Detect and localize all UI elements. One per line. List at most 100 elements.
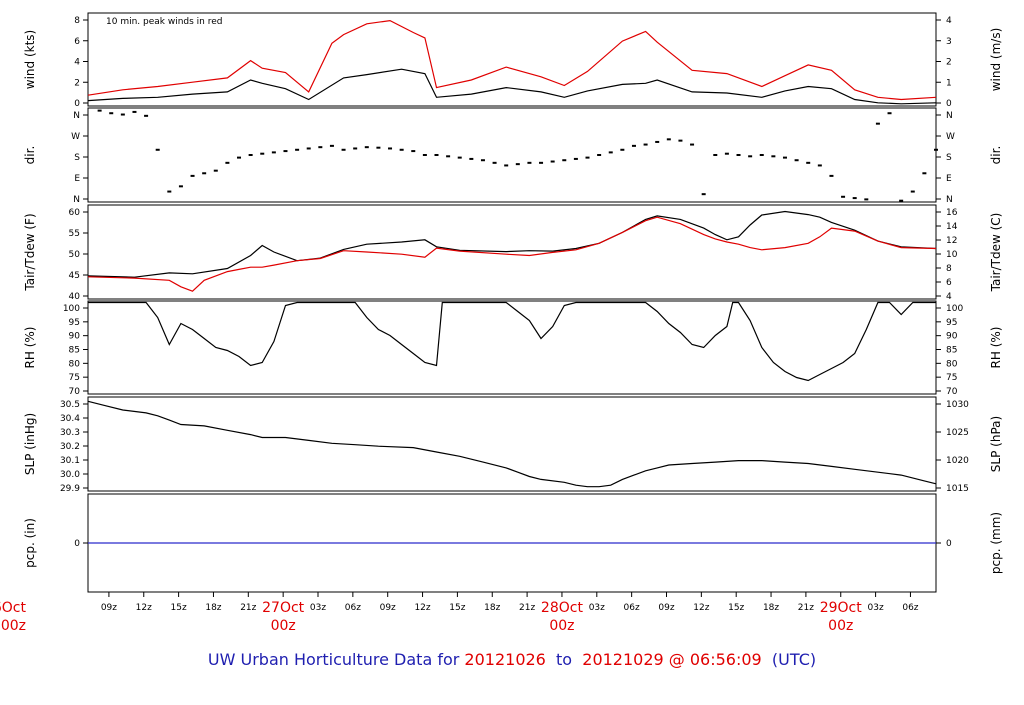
- direction-point: [399, 148, 404, 151]
- direction-point: [376, 146, 381, 149]
- day-tick-date: 26Oct: [0, 600, 27, 616]
- chart-footer-title: UW Urban Horticulture Data for 20121026 …: [208, 650, 816, 669]
- panel-frame: [87, 107, 937, 203]
- panel-2: 40 45 50 55 60 4 6 8 10 12 14 16 Tair/Tdew (F) Tair/T…: [23, 204, 1003, 302]
- left-tick-label: W: [71, 132, 80, 142]
- left-tick-label: 30.2: [60, 442, 80, 452]
- hour-tick-label: 21z: [240, 603, 256, 613]
- hour-tick-label: 18z: [763, 603, 779, 613]
- direction-point: [202, 172, 207, 175]
- hour-tick-label: 06z: [902, 603, 918, 613]
- left-tick-label: 30.4: [60, 414, 80, 424]
- hour-tick-label: 03z: [868, 603, 884, 613]
- hour-tick-label: 21z: [519, 603, 535, 613]
- series-line-0: [87, 400, 937, 488]
- direction-point: [213, 169, 218, 172]
- direction-point: [260, 152, 265, 155]
- right-tick-label: E: [946, 174, 952, 184]
- hour-tick-label: 12z: [414, 603, 430, 613]
- direction-point: [922, 172, 927, 175]
- hour-tick-label: 09z: [380, 603, 396, 613]
- day-tick-time: 00z: [828, 618, 853, 634]
- direction-point: [562, 159, 567, 162]
- direction-point: [364, 146, 369, 149]
- day-tick-date: 28Oct: [541, 600, 584, 616]
- direction-point: [690, 143, 695, 146]
- direction-point: [550, 160, 555, 163]
- day-tick-date: 27Oct: [262, 600, 305, 616]
- direction-point: [248, 154, 253, 156]
- direction-point: [318, 146, 323, 149]
- direction-point: [422, 154, 427, 156]
- footer-suffix: (UTC): [762, 650, 816, 669]
- direction-point: [841, 195, 846, 198]
- right-tick-label: 12: [946, 236, 957, 246]
- right-tick-label: 85: [946, 346, 957, 356]
- panel-frame: [87, 300, 937, 395]
- hour-tick-label: 06z: [345, 603, 361, 613]
- direction-point: [434, 154, 439, 156]
- direction-point: [748, 155, 753, 158]
- panel-5: 0 0 pcp. (in) pcp. (mm): [23, 493, 1003, 593]
- footer-start-date: 20121026: [464, 650, 545, 669]
- direction-point: [295, 148, 300, 151]
- peak-wind-annotation: 10 min. peak winds in red: [106, 17, 223, 27]
- y-axis-label-right: Tair/Tdew (C): [989, 213, 1003, 293]
- direction-point: [144, 114, 149, 117]
- direction-point: [608, 151, 613, 154]
- left-tick-label: 8: [74, 16, 80, 26]
- right-tick-label: N: [946, 195, 953, 205]
- panel-frame: [87, 204, 937, 300]
- direction-point: [771, 155, 776, 158]
- y-axis-label-left: RH (%): [23, 327, 37, 369]
- left-tick-label: E: [74, 174, 80, 184]
- hour-tick-label: 21z: [798, 603, 814, 613]
- time-axis: 09z 12z 15z 18z 21z 03z 06z 09z 12z 15z 18z 21z 03z 0…: [0, 592, 919, 634]
- right-tick-label: 1: [946, 78, 952, 88]
- hour-tick-label: 15z: [171, 603, 187, 613]
- right-tick-label: S: [946, 153, 952, 163]
- series-line-0: [87, 68, 937, 105]
- right-tick-label: 1025: [946, 428, 969, 438]
- direction-point: [155, 148, 160, 151]
- y-axis-label-right: dir.: [989, 146, 1003, 165]
- right-tick-label: N: [946, 111, 953, 121]
- direction-point: [178, 185, 183, 188]
- direction-point: [806, 161, 811, 164]
- direction-point: [329, 144, 334, 147]
- hour-tick-label: 12z: [693, 603, 709, 613]
- left-tick-label: 45: [69, 271, 80, 281]
- day-tick-time: 00z: [1, 618, 26, 634]
- direction-point: [887, 112, 892, 115]
- right-tick-label: 80: [946, 359, 958, 369]
- y-axis-label-left: Tair/Tdew (F): [23, 213, 37, 291]
- direction-point: [388, 147, 393, 150]
- direction-point: [678, 139, 683, 142]
- direction-point: [817, 164, 822, 167]
- direction-point: [306, 147, 311, 150]
- direction-point: [724, 152, 729, 155]
- direction-point: [631, 144, 636, 147]
- direction-point: [620, 148, 625, 151]
- direction-point: [899, 199, 904, 202]
- direction-point: [573, 157, 578, 160]
- direction-point: [759, 154, 764, 156]
- left-tick-label: N: [73, 195, 80, 205]
- direction-point: [457, 156, 462, 159]
- series-line-0: [88, 301, 936, 382]
- y-axis-label-left: pcp. (in): [23, 518, 37, 568]
- right-tick-label: 4: [946, 292, 952, 302]
- direction-point: [527, 161, 532, 164]
- direction-point: [341, 148, 346, 151]
- right-tick-label: 0: [946, 99, 952, 109]
- direction-point: [794, 159, 799, 162]
- footer-end-date: 20121029 @ 06:56:09: [582, 650, 761, 669]
- direction-point: [469, 157, 474, 160]
- direction-point: [504, 164, 509, 167]
- left-tick-label: N: [73, 111, 80, 121]
- direction-point: [271, 151, 276, 154]
- right-tick-label: 3: [946, 37, 952, 47]
- direction-point: [864, 198, 869, 201]
